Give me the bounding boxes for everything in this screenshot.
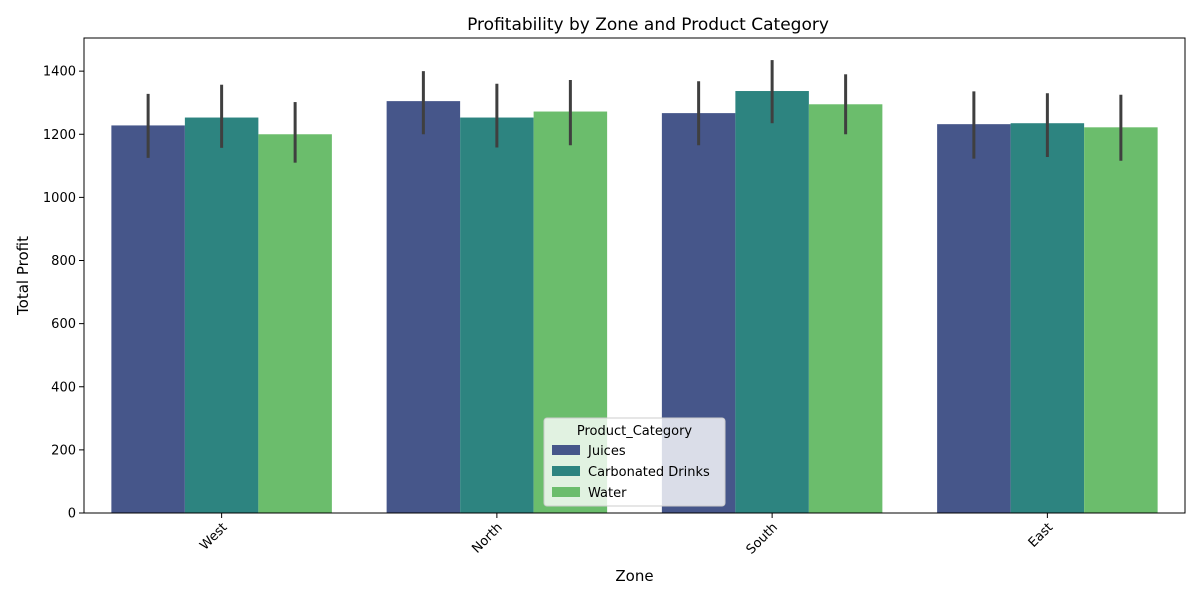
x-axis: West North South East bbox=[197, 513, 1056, 558]
bar-east-carbonated-drinks bbox=[1010, 123, 1085, 514]
y-axis: 0 200 400 600 800 1000 1200 1400 bbox=[43, 65, 84, 522]
legend-label: Juices bbox=[587, 444, 626, 459]
legend-swatch bbox=[552, 487, 580, 497]
bar-west-carbonated-drinks bbox=[184, 117, 259, 513]
x-tick-label: North bbox=[469, 520, 505, 556]
legend-box bbox=[543, 417, 726, 507]
x-tick-label: East bbox=[1026, 520, 1056, 550]
legend-swatch bbox=[552, 445, 580, 455]
chart-title: Profitability by Zone and Product Catego… bbox=[467, 15, 829, 35]
bar-north-carbonated-drinks bbox=[460, 117, 534, 513]
y-tick-label: 1000 bbox=[43, 191, 76, 206]
bar-east-water bbox=[1084, 127, 1158, 513]
x-axis-label: Zone bbox=[615, 567, 653, 585]
legend-title: Product_Category bbox=[577, 424, 693, 439]
bars-group bbox=[111, 91, 1158, 514]
y-tick-label: 400 bbox=[51, 380, 76, 395]
bar-west-water bbox=[258, 134, 332, 513]
bar-east-juices bbox=[937, 124, 1011, 514]
legend-swatch bbox=[552, 466, 580, 476]
y-tick-label: 800 bbox=[51, 254, 76, 269]
bar-north-juices bbox=[386, 101, 461, 513]
bar-west-juices bbox=[111, 125, 185, 514]
y-tick-label: 1400 bbox=[43, 65, 76, 80]
bar-south-carbonated-drinks bbox=[735, 91, 809, 513]
y-tick-label: 200 bbox=[51, 443, 76, 458]
bar-south-water bbox=[808, 104, 883, 514]
legend-label: Water bbox=[588, 486, 627, 501]
legend: Product_Category Juices Carbonated Drinks W… bbox=[543, 417, 726, 507]
error-bars-group bbox=[146, 60, 1123, 163]
plot-frame bbox=[83, 37, 1186, 514]
y-tick-label: 0 bbox=[68, 507, 76, 522]
legend-label: Carbonated Drinks bbox=[588, 465, 710, 480]
y-axis-label: Total Profit bbox=[14, 236, 32, 316]
x-tick-label: South bbox=[744, 520, 781, 557]
y-tick-label: 1200 bbox=[43, 128, 76, 143]
x-tick-label: West bbox=[197, 520, 230, 553]
y-tick-label: 600 bbox=[51, 317, 76, 332]
